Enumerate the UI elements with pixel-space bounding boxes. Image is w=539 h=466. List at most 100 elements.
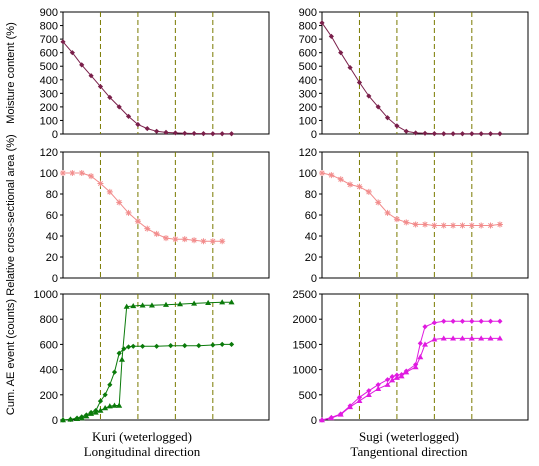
data-point: [347, 64, 353, 71]
data-point: [154, 128, 160, 134]
y-tick-label: 500: [40, 61, 58, 73]
y-tick-label: 500: [299, 390, 317, 402]
data-point: [163, 301, 169, 307]
data-point: [347, 403, 354, 410]
data-point: [496, 221, 503, 228]
y-tick-label: 1000: [34, 289, 58, 301]
plot-frame: [62, 293, 270, 421]
data-point: [125, 344, 132, 350]
y-tick-label: 400: [299, 75, 317, 87]
data-point: [60, 170, 66, 176]
y-tick-label: 600: [40, 339, 58, 351]
data-point: [347, 181, 354, 188]
data-point: [469, 318, 475, 324]
data-point: [219, 238, 226, 245]
data-point: [487, 131, 494, 137]
plot-frame: [321, 151, 529, 279]
plot-frame: [321, 11, 529, 135]
data-point: [219, 299, 226, 305]
data-point: [111, 369, 118, 375]
y-tick-label: 400: [40, 75, 58, 87]
data-point: [69, 170, 76, 176]
data-point: [200, 238, 207, 245]
plot-frame: [62, 11, 270, 135]
data-point: [191, 300, 198, 306]
data-point: [97, 407, 104, 413]
data-point: [487, 222, 494, 229]
data-point: [228, 299, 235, 305]
data-point: [67, 416, 74, 422]
data-point: [116, 104, 122, 110]
data-point: [144, 125, 150, 132]
data-point: [118, 356, 125, 362]
data-point: [154, 343, 160, 349]
data-point: [389, 374, 395, 380]
series-kuri-moisture-0: [60, 39, 235, 137]
y-tick-label: 700: [40, 34, 58, 46]
data-point: [440, 335, 447, 341]
data-point: [134, 218, 141, 225]
data-point: [337, 411, 344, 417]
data-point: [356, 394, 363, 400]
y-tick-label: 80: [305, 189, 317, 201]
data-point: [412, 364, 419, 370]
caption-line1: Sugi (weterlogged): [359, 429, 459, 444]
y-tick-label: 900: [40, 7, 58, 19]
series-line: [321, 22, 500, 135]
data-point: [394, 123, 400, 129]
data-point: [468, 222, 475, 229]
data-point: [182, 343, 188, 349]
series-line: [62, 41, 232, 135]
y-tick-label: 1500: [293, 339, 317, 351]
data-point: [478, 131, 484, 137]
data-point: [440, 222, 447, 229]
data-point: [365, 391, 372, 397]
y-tick-label: 1000: [293, 365, 317, 377]
data-point: [393, 216, 400, 223]
data-point: [450, 222, 457, 229]
data-point: [459, 318, 466, 324]
data-point: [182, 130, 188, 136]
data-point: [177, 301, 184, 307]
series-sugi-ae-0: [319, 318, 503, 423]
data-point: [116, 199, 123, 206]
data-point: [459, 131, 466, 137]
data-point: [210, 131, 216, 137]
data-point: [422, 221, 428, 228]
y-tick-label: 100: [299, 168, 317, 180]
data-point: [403, 128, 409, 134]
y-tick-label: 400: [40, 365, 58, 377]
data-point: [375, 199, 382, 206]
data-point: [393, 374, 400, 380]
data-point: [365, 188, 372, 195]
data-point: [422, 324, 428, 330]
data-point: [366, 93, 372, 99]
y-tick-label: 20: [305, 252, 317, 264]
data-point: [60, 39, 66, 45]
data-point: [163, 235, 169, 242]
plot-frame: [321, 293, 529, 421]
data-point: [116, 402, 123, 408]
data-point: [200, 130, 207, 137]
data-point: [450, 318, 456, 324]
data-point: [88, 73, 94, 79]
y-tick-label: 0: [311, 415, 317, 427]
y-tick-label: 100: [40, 168, 58, 180]
data-point: [328, 172, 335, 179]
data-point: [79, 62, 85, 68]
y-tick-label: 0: [52, 273, 58, 285]
data-point: [228, 131, 235, 137]
data-point: [88, 409, 94, 416]
data-point: [191, 237, 198, 244]
data-point: [422, 341, 428, 347]
data-point: [210, 342, 216, 348]
data-point: [375, 104, 381, 110]
data-point: [102, 405, 109, 411]
data-point: [123, 303, 130, 309]
data-point: [459, 335, 466, 341]
y-tick-label: 40: [305, 231, 317, 243]
data-point: [337, 176, 344, 183]
data-point: [497, 318, 503, 324]
data-point: [93, 407, 99, 414]
y-tick-label: 0: [52, 129, 58, 141]
